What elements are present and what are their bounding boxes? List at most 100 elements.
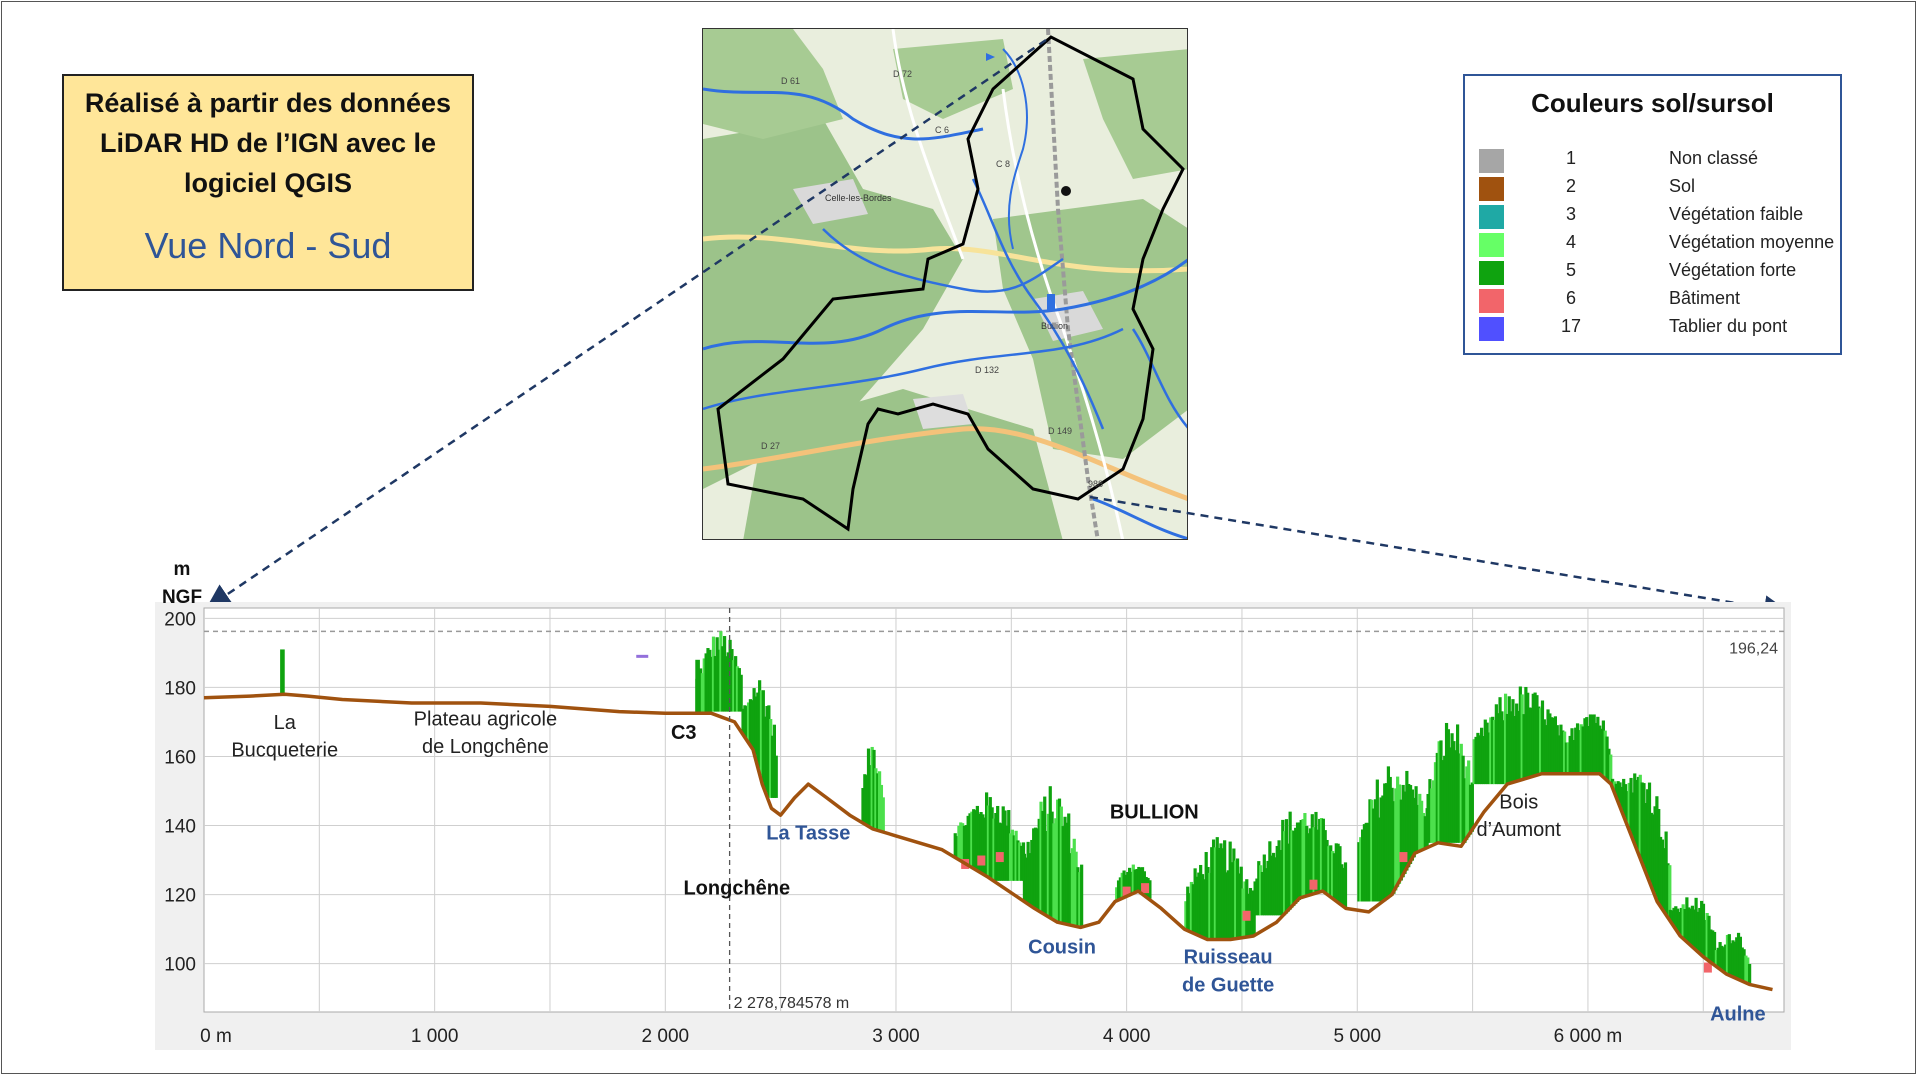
vegetation-column (1140, 867, 1145, 894)
y-axis: 100 120 140 160 180 200 (164, 609, 196, 975)
building-point (1122, 886, 1131, 897)
vegetation-column (1746, 957, 1750, 983)
vegetation-column (1048, 786, 1052, 917)
vegetation-column (1405, 770, 1409, 871)
vegetation-column (1725, 934, 1730, 974)
vegetation-column (1658, 836, 1663, 905)
vegetation-column (1505, 713, 1510, 785)
vegetation-column (1705, 913, 1709, 959)
vegetation-column (1465, 766, 1469, 841)
vegetation-column (1403, 791, 1407, 874)
legend-code: 4 (1565, 232, 1576, 252)
village-celle (793, 179, 868, 224)
vegetation-column (1692, 909, 1696, 948)
forest-west (703, 119, 963, 489)
vegetation-column (1629, 777, 1633, 832)
vegetation-column (1557, 735, 1561, 774)
vegetation-column (1262, 854, 1266, 916)
vegetation-column (861, 788, 865, 823)
vegetation-column (1481, 736, 1486, 785)
vegetation-column (1733, 941, 1737, 978)
vegetation-column (702, 658, 706, 712)
vegetation-column (750, 700, 754, 747)
vegetation-column (1679, 907, 1683, 936)
building-point (1309, 879, 1318, 890)
vegetation-column (1651, 814, 1655, 888)
vegetation-column (1655, 796, 1659, 897)
vegetation-column (756, 692, 760, 762)
vegetation-column (1470, 782, 1474, 832)
vegetation-column (1583, 718, 1587, 774)
vegetation-band (741, 680, 778, 798)
vegetation-column (962, 825, 967, 863)
chart-annotation: La (274, 712, 297, 734)
church-marker-icon (1061, 186, 1071, 196)
vegetation-column (1468, 784, 1473, 835)
vegetation-column (1572, 740, 1576, 774)
vegetation-column (1601, 720, 1605, 776)
vegetation-column (1237, 873, 1242, 939)
vegetation-column (721, 646, 725, 712)
vegetation-column (1020, 845, 1024, 881)
vegetation-column (1039, 801, 1043, 912)
chart-annotation: de Longchêne (422, 736, 549, 758)
x-tick-label: 0 m (200, 1026, 232, 1047)
vegetation-column (741, 708, 745, 733)
legend-code: 6 (1565, 288, 1576, 308)
annotations: La Bucqueterie Plateau agricole de Longchên… (231, 708, 1765, 1025)
road-d27 (703, 426, 1187, 501)
vegetation-column (1022, 853, 1027, 901)
map-label-celle: Celle-les-Bordes (825, 193, 892, 203)
vegetation-column (1266, 860, 1270, 916)
vegetation-column (1035, 828, 1039, 910)
vegetation-column (1433, 762, 1438, 843)
vegetation-column (1275, 845, 1279, 916)
vegetation-column (1359, 837, 1363, 902)
vegetation-column (1579, 724, 1583, 774)
vegetation-column (1712, 931, 1717, 965)
legend-item-4: 4 Végétation moyenne (1479, 230, 1834, 258)
vegetation-column (1544, 725, 1548, 774)
road-c8 (1001, 88, 1125, 539)
vegetation-column (1529, 707, 1534, 778)
vegetation-column (986, 805, 991, 877)
vegetation-column (1124, 874, 1128, 898)
vegetation-column (1191, 884, 1195, 933)
chart-annotation: Cousin (1028, 936, 1096, 958)
vegetation-column (1116, 880, 1121, 901)
y-tick-label: 200 (164, 609, 196, 630)
vegetation-column (1459, 743, 1463, 843)
vegetation-band (1022, 786, 1084, 926)
vegetation-column (1375, 779, 1379, 902)
x-tick-label: 5 000 (1334, 1026, 1382, 1047)
vegetation-column (1301, 819, 1305, 898)
vegetation-column (765, 706, 769, 793)
vegetation-column (1570, 728, 1574, 774)
building-point (995, 852, 1004, 863)
map-label-bullion: Bullion (1041, 321, 1068, 331)
chart-annotation: de Guette (1182, 974, 1274, 996)
vegetation-column (759, 690, 764, 776)
vegetation-column (1307, 833, 1311, 896)
vegetation-column (1379, 797, 1383, 902)
vegetation-column (1041, 810, 1045, 913)
y-axis-unit-line-2: NGF (162, 587, 202, 608)
vegetation-column (743, 705, 747, 736)
vegetation-column (748, 699, 753, 744)
legend-item-3: 3 Végétation faible (1479, 202, 1829, 230)
vegetation-column (1357, 842, 1361, 902)
vegetation-column (1707, 915, 1711, 960)
vegetation-column (953, 833, 957, 857)
cursor: 2 278,784578 m (728, 608, 849, 1012)
y-axis-unit-line-1: m (174, 559, 191, 580)
vegetation-column (1323, 830, 1327, 892)
vegetation-column (1412, 797, 1416, 858)
vegetation-column (1492, 719, 1497, 785)
x-tick-label: 3 000 (872, 1026, 920, 1047)
vegetation-column (1559, 724, 1563, 774)
vegetation-column (1592, 714, 1596, 774)
vegetation-column (1142, 871, 1146, 895)
info-line-1: Réalisé à partir des données (84, 88, 452, 118)
legend-item-6: 6 Bâtiment (1479, 286, 1829, 314)
vegetation-column (1200, 874, 1205, 937)
